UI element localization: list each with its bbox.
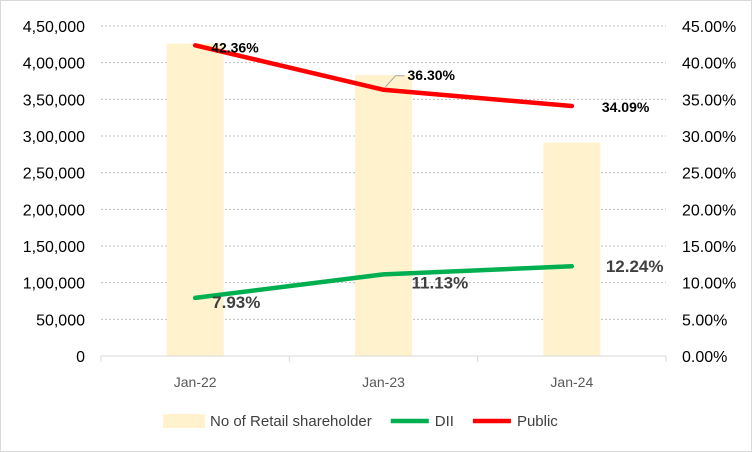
public-line bbox=[192, 43, 575, 109]
right-axis-tick-label: 35.00% bbox=[682, 92, 736, 109]
left-axis-tick-label: 3,50,000 bbox=[23, 92, 85, 109]
right-axis-tick-label: 20.00% bbox=[682, 202, 736, 219]
left-axis-tick-label: 3,00,000 bbox=[23, 129, 85, 146]
left-axis-tick-label: 1,00,000 bbox=[23, 276, 85, 293]
percentage-lines bbox=[192, 43, 575, 301]
left-axis-tick-label: 2,50,000 bbox=[23, 166, 85, 183]
retail-shareholder-bar bbox=[543, 142, 601, 356]
right-axis-tick-label: 25.00% bbox=[682, 166, 736, 183]
legend-swatch-bar bbox=[163, 414, 205, 428]
right-axis-tick-label: 45.00% bbox=[682, 19, 736, 36]
legend-label: No of Retail shareholder bbox=[210, 413, 372, 430]
right-axis-tick-label: 0.00% bbox=[682, 349, 727, 366]
public-data-label: 36.30% bbox=[408, 67, 456, 83]
axes: 0 50,000 1,00,000 1,50,000 2,00,000 2,50,000 3… bbox=[23, 19, 737, 390]
public-data-label: 34.09% bbox=[602, 99, 650, 115]
retail-shareholder-bar bbox=[166, 43, 224, 356]
x-axis-category-label: Jan-24 bbox=[550, 374, 593, 390]
retail-shareholder-bar bbox=[355, 75, 412, 356]
left-axis-tick-label: 4,00,000 bbox=[23, 56, 85, 73]
right-axis-tick-label: 30.00% bbox=[682, 129, 736, 146]
x-axis-category-label: Jan-23 bbox=[362, 374, 405, 390]
legend-label: Public bbox=[517, 413, 558, 430]
dii-data-label: 12.24% bbox=[606, 257, 664, 276]
legend: No of Retail shareholder DII Public bbox=[163, 413, 558, 430]
dii-line bbox=[192, 263, 575, 301]
right-axis-tick-label: 15.00% bbox=[682, 239, 736, 256]
data-labels: 7.93% 11.13% 12.24% 42.36% 36.30% 34.09% bbox=[211, 39, 663, 311]
legend-label: DII bbox=[435, 413, 454, 430]
left-axis-tick-label: 1,50,000 bbox=[23, 239, 85, 256]
left-axis-tick-label: 2,00,000 bbox=[23, 202, 85, 219]
public-data-label: 42.36% bbox=[211, 39, 259, 55]
right-axis-tick-label: 5.00% bbox=[682, 312, 727, 329]
right-axis-tick-label: 40.00% bbox=[682, 56, 736, 73]
label-leader-line bbox=[385, 75, 405, 88]
retail-shareholder-bars bbox=[166, 43, 601, 356]
left-axis-tick-label: 50,000 bbox=[36, 312, 85, 329]
x-axis-category-label: Jan-22 bbox=[174, 374, 217, 390]
left-axis-tick-label: 4,50,000 bbox=[23, 19, 85, 36]
dii-data-label: 7.93% bbox=[212, 293, 260, 312]
right-axis-tick-label: 10.00% bbox=[682, 276, 736, 293]
left-axis-tick-label: 0 bbox=[76, 349, 85, 366]
dii-data-label: 11.13% bbox=[412, 273, 469, 292]
